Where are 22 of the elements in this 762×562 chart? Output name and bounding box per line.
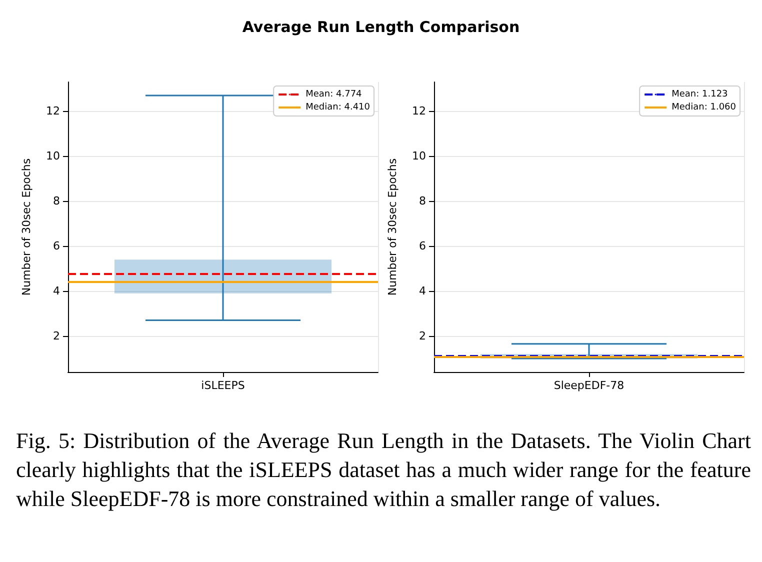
y-tick-label: 8: [53, 194, 60, 208]
x-tick-label: iSLEEPS: [201, 379, 245, 392]
x-tick-label: SleepEDF-78: [554, 379, 624, 392]
y-tick-label: 6: [53, 240, 60, 253]
y-tick-label: 10: [412, 150, 426, 163]
chart-title: Average Run Length Comparison: [241, 18, 521, 36]
y-tick-label: 10: [46, 150, 60, 163]
y-axis-title: Number of 30sec Epochs: [20, 158, 33, 296]
legend-label: Median: 4.410: [306, 102, 370, 112]
y-axis-title: Number of 30sec Epochs: [386, 158, 399, 296]
y-tick-label: 2: [53, 330, 60, 343]
caption: Fig. 5: Distribution of the Average Run Length in the Datasets. The Violin Chart clearly highlights that the iSLEEPS dataset has a much wider range for the feature while SleepEDF-78 is more constrained within a smaller range of values.: [16, 427, 751, 513]
y-tick-label: 12: [46, 104, 60, 118]
legend-label: Mean: 4.774: [306, 90, 362, 100]
y-tick-label: 12: [412, 104, 426, 118]
y-tick-label: 8: [419, 194, 426, 208]
y-tick-label: 6: [419, 240, 426, 253]
y-tick-label: 4: [419, 284, 426, 298]
y-tick-label: 2: [419, 330, 426, 343]
y-tick-label: 4: [53, 284, 60, 298]
legend-label: Mean: 1.123: [672, 90, 728, 100]
legend-label: Median: 1.060: [672, 102, 736, 112]
